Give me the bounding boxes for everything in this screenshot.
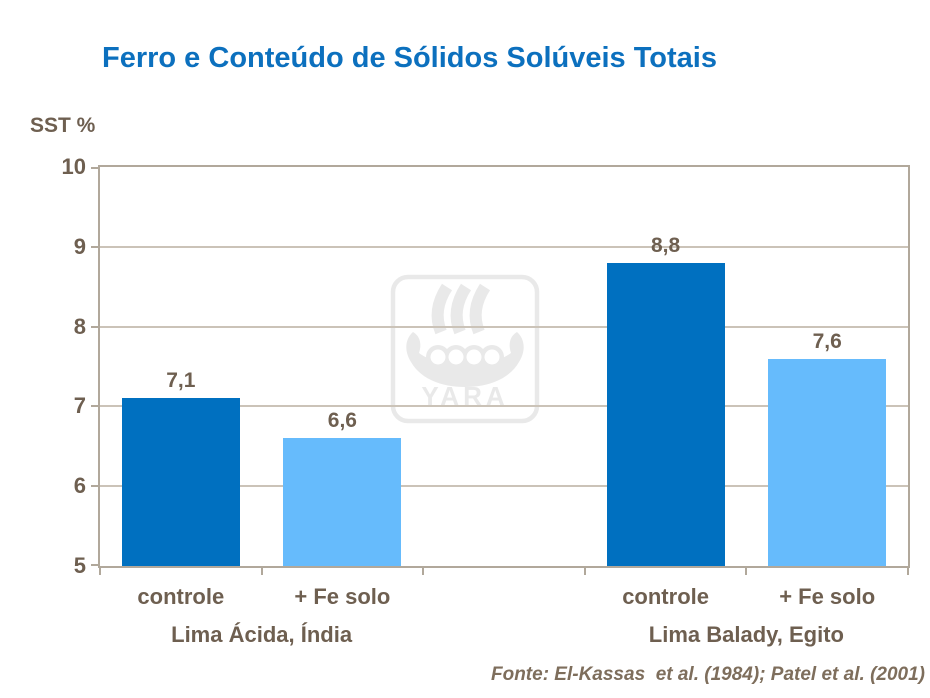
- x-tick-mark: [99, 568, 101, 575]
- y-tick-mark: [91, 564, 98, 566]
- gridline: [100, 405, 908, 408]
- category-label: controle: [622, 584, 709, 609]
- y-tick-mark: [91, 325, 98, 328]
- y-tick-mark: [91, 245, 98, 248]
- y-tick-mark: [91, 167, 98, 169]
- source-citation: Fonte: El-Kassas et al. (1984); Patel et…: [490, 664, 925, 685]
- y-tick-label: 10: [61, 154, 86, 179]
- group-label: Lima Balady, Egito: [648, 622, 844, 647]
- y-tick-mark: [91, 485, 98, 488]
- bar-fe-solo: [768, 358, 887, 566]
- y-tick-label: 7: [73, 393, 86, 419]
- bar-value-label: 7,6: [812, 329, 842, 353]
- x-tick-mark: [422, 568, 425, 575]
- group-label: Lima Ácida, Índia: [171, 622, 353, 647]
- bar-value-label: 7,1: [166, 369, 196, 393]
- bar-value-label: 8,8: [650, 233, 681, 257]
- y-axis-title: SST %: [30, 114, 96, 137]
- category-label: controle: [137, 584, 225, 609]
- bar-controle: [606, 262, 725, 566]
- plot-area: YARA 7,1 6,6 8,8 7,6: [98, 165, 910, 568]
- bar-controle: [121, 398, 240, 566]
- x-tick-mark: [260, 568, 263, 575]
- yara-watermark: YARA: [390, 274, 540, 424]
- gridline: [100, 325, 908, 328]
- category-label: + Fe solo: [294, 584, 391, 609]
- gridline: [100, 485, 908, 488]
- x-tick-mark: [745, 568, 748, 575]
- viking-ship-icon: YARA: [390, 274, 540, 424]
- plot-inner: YARA 7,1 6,6 8,8 7,6: [100, 167, 908, 566]
- x-tick-mark: [907, 568, 909, 575]
- y-tick-label: 9: [73, 233, 86, 259]
- chart-title: Ferro e Conteúdo de Sólidos Solúveis Tot…: [102, 42, 717, 74]
- y-tick-label: 8: [73, 313, 86, 339]
- bar-fe-solo: [283, 438, 402, 566]
- bar-value-label: 6,6: [327, 409, 357, 433]
- y-tick-mark: [91, 405, 98, 408]
- y-tick-label: 6: [73, 473, 86, 499]
- y-tick-label: 5: [73, 553, 86, 578]
- category-label: + Fe solo: [779, 584, 876, 609]
- x-tick-mark: [583, 568, 586, 575]
- gridline: [100, 245, 908, 248]
